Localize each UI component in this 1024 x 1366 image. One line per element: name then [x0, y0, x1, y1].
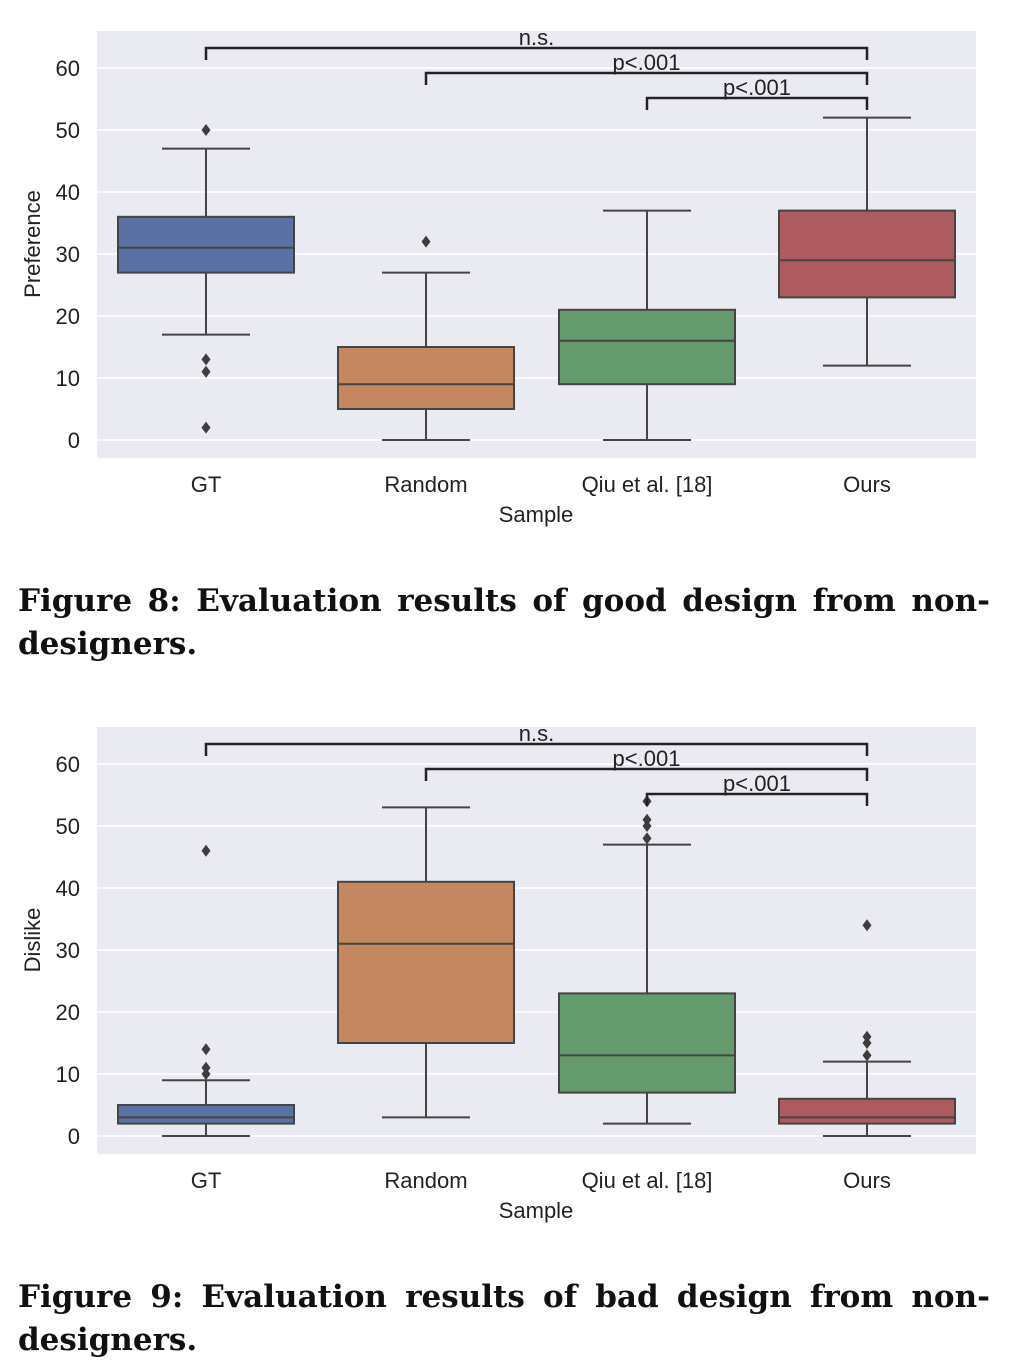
iqr-box: [337, 880, 515, 1044]
iqr-box: [778, 209, 956, 299]
box-gt: [117, 124, 295, 434]
x-tick-label: Random: [384, 472, 467, 497]
bracket-line: [204, 742, 869, 756]
y-tick-label: 0: [68, 428, 80, 453]
outlier-point: [862, 1037, 872, 1049]
significance-bracket: n.s.: [204, 721, 869, 756]
y-tick-label: 50: [56, 814, 80, 839]
significance-label: p<.001: [723, 771, 791, 796]
figure-8-caption: Figure 8: Evaluation results of good des…: [18, 583, 990, 662]
y-tick-label: 30: [56, 242, 80, 267]
iqr-box: [558, 992, 736, 1094]
significance-label: n.s.: [519, 721, 554, 746]
plot-background: [97, 727, 976, 1154]
outlier-point: [862, 1049, 872, 1062]
y-tick-label: 20: [56, 1000, 80, 1025]
significance-bracket: p<.001: [424, 746, 869, 781]
outlier-point: [642, 820, 652, 832]
outlier-point: [201, 124, 211, 136]
y-tick-label: 10: [56, 366, 80, 391]
x-tick-label: Ours: [843, 1168, 891, 1193]
x-tick-label: GT: [191, 472, 222, 497]
outlier-point: [201, 365, 211, 378]
outlier-point: [642, 832, 652, 845]
x-tick-label: Qiu et al. [18]: [582, 1168, 713, 1193]
y-tick-label: 30: [56, 938, 80, 963]
box-qiu-et-al-18: [558, 795, 736, 1125]
y-tick-label: 40: [56, 180, 80, 205]
x-tick-label: Ours: [843, 472, 891, 497]
significance-label: n.s.: [519, 25, 554, 50]
outlier-point: [201, 1043, 211, 1056]
bracket-line: [204, 46, 869, 60]
box-random: [337, 806, 515, 1119]
bracket-line: [645, 792, 869, 806]
significance-bracket: n.s.: [204, 25, 869, 60]
y-tick-label: 20: [56, 304, 80, 329]
significance-bracket: p<.001: [645, 771, 869, 806]
outlier-point: [201, 844, 211, 857]
y-tick-label: 60: [56, 752, 80, 777]
bracket-line: [645, 96, 869, 110]
significance-bracket: p<.001: [424, 50, 869, 85]
x-tick-label: GT: [191, 1168, 222, 1193]
bracket-line: [424, 71, 869, 85]
significance-label: p<.001: [613, 50, 681, 75]
iqr-box: [558, 308, 736, 386]
x-axis-label: Sample: [499, 502, 574, 527]
y-axis-label: Dislike: [20, 908, 45, 973]
box-ours: [778, 116, 956, 367]
outlier-point: [201, 353, 211, 366]
iqr-box: [778, 1097, 956, 1125]
bracket-line: [424, 767, 869, 781]
outlier-point: [201, 1061, 211, 1074]
iqr-box: [117, 1104, 295, 1125]
y-tick-label: 60: [56, 56, 80, 81]
figure-9-caption: Figure 9: Evaluation results of bad desi…: [18, 1279, 990, 1358]
significance-label: p<.001: [723, 75, 791, 100]
y-tick-label: 40: [56, 876, 80, 901]
y-tick-label: 0: [68, 1124, 80, 1149]
box-qiu-et-al-18: [558, 209, 736, 441]
box-gt: [117, 844, 295, 1137]
x-tick-label: Random: [384, 1168, 467, 1193]
box-ours: [778, 919, 956, 1137]
iqr-box: [337, 346, 515, 410]
outlier-point: [201, 1068, 211, 1080]
x-tick-label: Qiu et al. [18]: [582, 472, 713, 497]
significance-bracket: p<.001: [645, 75, 869, 110]
outlier-point: [642, 813, 652, 826]
significance-label: p<.001: [613, 746, 681, 771]
outlier-point: [421, 235, 431, 248]
y-tick-label: 10: [56, 1062, 80, 1087]
iqr-box: [117, 215, 295, 274]
y-tick-label: 50: [56, 118, 80, 143]
outlier-point: [862, 1030, 872, 1043]
chart-figure-8: 0 10 20 30 40 50 60 GT Random Qiu et al. [18] Ours…: [20, 25, 976, 527]
outlier-point: [201, 421, 211, 434]
y-axis-label: Preference: [20, 190, 45, 298]
outlier-point: [862, 919, 872, 932]
box-random: [337, 235, 515, 441]
x-axis-label: Sample: [499, 1198, 574, 1223]
chart-figure-9: 0 10 20 30 40 50 60 GT Random Qiu et al. [18] Ours…: [20, 721, 976, 1223]
